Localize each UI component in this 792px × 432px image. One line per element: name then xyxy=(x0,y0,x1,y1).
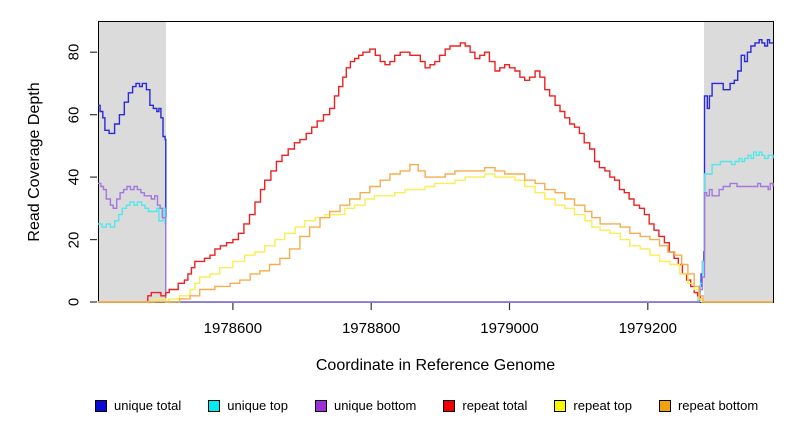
y-axis-tick-label: 20 xyxy=(65,231,83,248)
y-axis-tick-label: 40 xyxy=(65,168,83,186)
legend-swatch-unique-bottom xyxy=(314,399,327,412)
legend-label-unique-bottom: unique bottom xyxy=(333,398,417,413)
series-path-unique-total xyxy=(98,39,773,303)
legend-label-repeat-top: repeat top xyxy=(573,398,632,413)
legend-label-repeat-total: repeat total xyxy=(462,398,528,413)
legend-swatch-unique-top xyxy=(208,399,221,412)
legend-item-unique-bottom: unique bottom xyxy=(314,398,417,413)
legend-label-repeat-bottom: repeat bottom xyxy=(677,398,759,413)
legend-item-repeat-top: repeat top xyxy=(554,398,632,413)
x-axis-tick-label: 1979000 xyxy=(480,320,539,337)
series-path-unique-bottom xyxy=(98,182,774,303)
y-axis-title: Read Coverage Depth xyxy=(26,82,43,242)
legend: unique total unique top unique bottom repea… xyxy=(0,398,792,413)
series-path-repeat-top xyxy=(98,173,773,303)
legend-item-unique-total: unique total xyxy=(95,398,181,413)
x-axis-title: Coordinate in Reference Genome xyxy=(315,357,556,374)
legend-swatch-unique-total xyxy=(95,399,107,412)
series-path-repeat-bottom xyxy=(98,163,773,303)
legend-swatch-repeat-top xyxy=(554,399,567,412)
legend-label-unique-top: unique top xyxy=(227,398,288,413)
legend-swatch-repeat-bottom xyxy=(658,399,671,412)
plot-border xyxy=(98,21,774,303)
series-path-repeat-total xyxy=(98,42,773,303)
legend-swatch-repeat-total xyxy=(443,399,456,412)
x-axis-tick-label: 1978600 xyxy=(203,320,263,337)
x-axis-tick-label: 1979200 xyxy=(618,320,678,337)
shaded-region-left-unique-flank xyxy=(98,21,166,302)
legend-label-unique-total: unique total xyxy=(114,398,182,413)
y-axis-tick-label: 60 xyxy=(65,106,83,123)
legend-item-repeat-bottom: repeat bottom xyxy=(658,398,759,413)
x-axis-tick-label: 1978800 xyxy=(341,320,401,337)
y-axis-tick-label: 0 xyxy=(65,297,83,307)
legend-item-repeat-total: repeat total xyxy=(443,398,527,413)
legend-item-unique-top: unique top xyxy=(208,398,288,413)
y-axis-tick-label: 80 xyxy=(65,43,83,61)
